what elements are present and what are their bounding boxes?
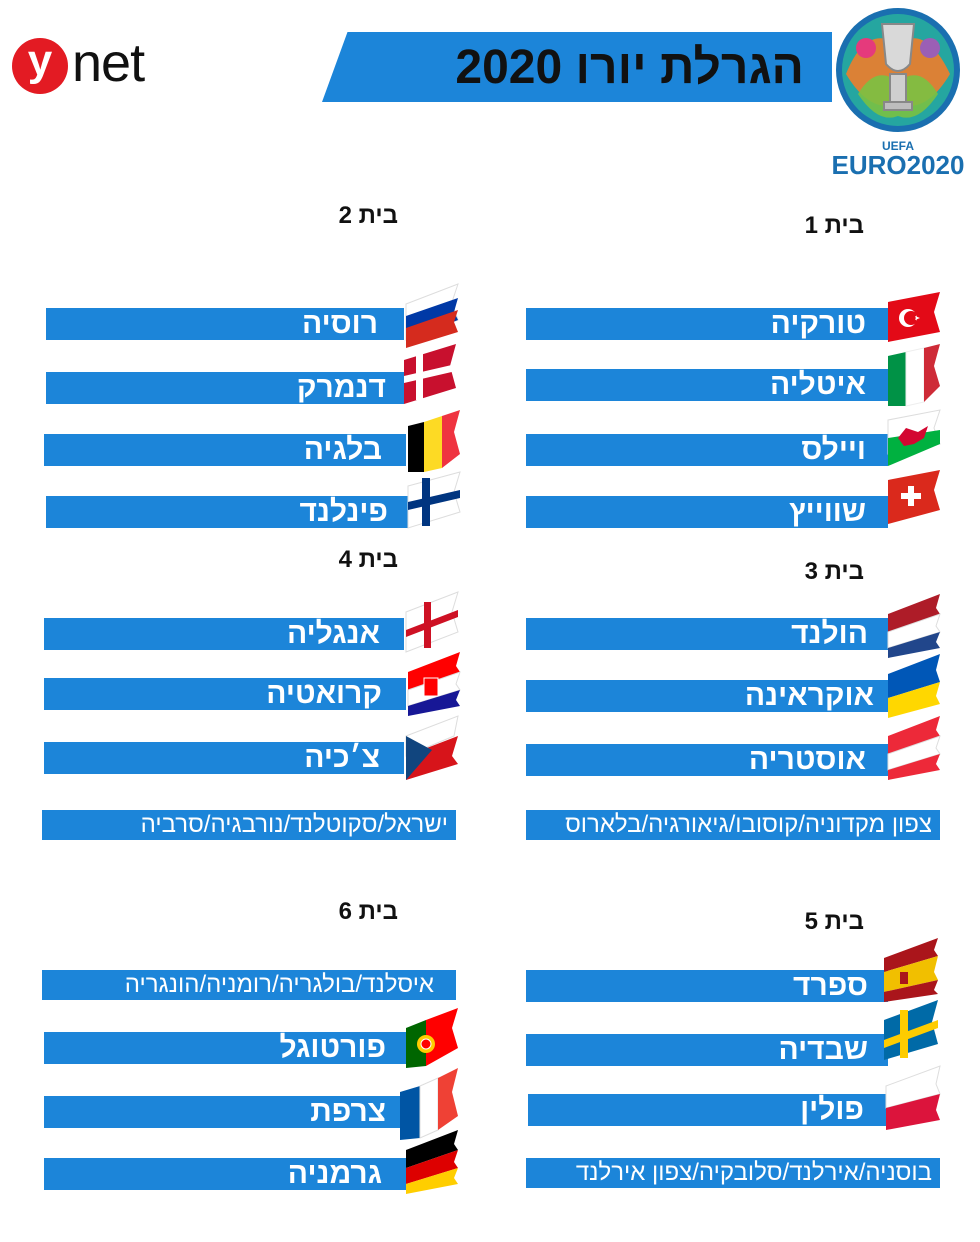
team-name: שווייץ — [789, 495, 866, 528]
group-label-4: בית 4 — [338, 546, 398, 573]
team-name: ספרד — [793, 969, 868, 1002]
group-label-2: בית 2 — [338, 202, 398, 229]
team-bar: שווייץ — [526, 495, 888, 528]
team-name: דנמרק — [296, 371, 386, 404]
playoff-bar: צפון מקדוניה/קוסובו/גיאורגיה/בלארוס — [526, 810, 940, 840]
team-bar: פולין — [528, 1093, 888, 1126]
team-name: בלגיה — [303, 433, 382, 466]
turkey-flag-icon — [884, 290, 940, 344]
team-name: אוקראינה — [744, 679, 874, 712]
group-label-6: בית 6 — [338, 898, 398, 925]
emblem-euro-text: EURO2020 — [832, 150, 965, 180]
title-box: הגרלת יורו 2020 — [340, 38, 810, 98]
italy-flag-icon — [884, 344, 940, 407]
austria-flag-icon — [884, 714, 941, 780]
team-bar: פינלנד — [46, 495, 408, 528]
playoff-bar: ישראל/סקוטלנד/נורבגיה/סרביה — [42, 810, 456, 840]
team-name: גרמניה — [287, 1157, 382, 1190]
ynet-logo: y net — [8, 32, 158, 102]
team-bar: דנמרק — [46, 371, 404, 404]
team-bar: ספרד — [526, 969, 888, 1002]
team-bar: אנגליה — [44, 617, 404, 650]
group-label-3: בית 3 — [804, 558, 864, 585]
team-name: פורטוגל — [279, 1031, 386, 1064]
team-name: אוסטריה — [748, 743, 866, 776]
playoff-teams: ישראל/סקוטלנד/נורבגיה/סרביה — [140, 811, 448, 838]
poland-flag-icon — [882, 1064, 941, 1130]
denmark-flag-icon — [400, 342, 456, 404]
croatia-flag-icon — [404, 650, 461, 716]
team-name: הולנד — [791, 617, 868, 650]
finland-flag-icon — [404, 470, 461, 529]
group-label-1: בית 1 — [804, 212, 864, 239]
spain-flag-icon — [880, 936, 938, 1002]
switzerland-flag-icon — [884, 468, 940, 524]
team-bar: צ׳כיה — [44, 741, 404, 774]
belgium-flag-icon — [404, 410, 460, 472]
france-flag-icon — [396, 1068, 458, 1140]
team-bar: בלגיה — [44, 433, 406, 466]
team-bar: גרמניה — [44, 1157, 406, 1190]
russia-flag-icon — [402, 282, 459, 348]
team-name: צ׳כיה — [304, 741, 380, 774]
emblem-uefa-text: UEFA — [882, 139, 914, 153]
portugal-flag-icon — [402, 1006, 458, 1068]
ynet-logo-net: net — [72, 33, 145, 93]
euro-2020-emblem: UEFA EURO2020 — [826, 4, 972, 184]
playoff-bar: בוסניה/אירלנד/סלובקיה/צפון אירלנד — [526, 1158, 940, 1188]
team-name: פינלנד — [299, 495, 389, 528]
team-bar: רוסיה — [46, 307, 404, 340]
team-name: אנגליה — [286, 617, 380, 650]
playoff-teams: צפון מקדוניה/קוסובו/גיאורגיה/בלארוס — [565, 811, 932, 838]
team-bar: קרואטיה — [44, 677, 406, 710]
team-bar: איטליה — [526, 368, 888, 401]
england-flag-icon — [402, 590, 459, 653]
team-bar: אוקראינה — [526, 679, 888, 712]
group-label-5: בית 5 — [804, 908, 864, 935]
ukraine-flag-icon — [884, 652, 940, 718]
team-bar: ויילס — [526, 433, 888, 466]
playoff-teams: איסלנד/בולגריה/רומניה/הונגריה — [124, 971, 434, 998]
team-bar: שבדיה — [526, 1033, 888, 1066]
playoff-bar: איסלנד/בולגריה/רומניה/הונגריה — [42, 970, 456, 1000]
team-bar: טורקיה — [526, 307, 888, 340]
team-bar: הולנד — [526, 617, 888, 650]
team-bar: אוסטריה — [526, 743, 888, 776]
team-name: צרפת — [310, 1095, 386, 1128]
playoff-teams: בוסניה/אירלנד/סלובקיה/צפון אירלנד — [575, 1159, 932, 1186]
ynet-logo-y: y — [12, 38, 68, 94]
team-bar: צרפת — [44, 1095, 400, 1128]
sweden-flag-icon — [880, 998, 938, 1060]
czech-flag-icon — [402, 714, 459, 780]
team-name: רוסיה — [301, 307, 378, 340]
team-name: טורקיה — [770, 307, 866, 340]
team-name: פולין — [800, 1093, 864, 1126]
team-name: איטליה — [769, 368, 866, 401]
team-bar: פורטוגל — [44, 1031, 406, 1064]
title-banner — [322, 32, 832, 102]
page-title: הגרלת יורו 2020 — [455, 41, 804, 94]
netherlands-flag-icon — [884, 592, 941, 658]
team-name: קרואטיה — [266, 677, 382, 710]
wales-flag-icon — [884, 408, 941, 466]
team-name: שבדיה — [778, 1033, 868, 1066]
germany-flag-icon — [402, 1128, 458, 1194]
team-name: ויילס — [801, 433, 866, 466]
